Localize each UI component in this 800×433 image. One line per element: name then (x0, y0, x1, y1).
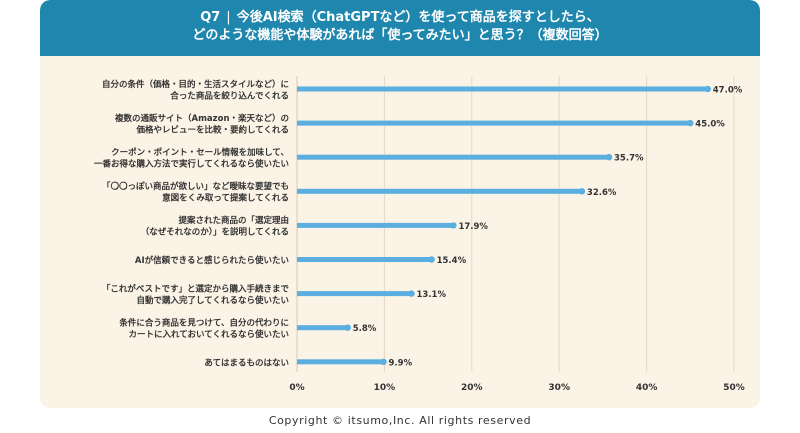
bar-endpoint (428, 256, 435, 263)
x-tick-label: 40% (636, 383, 658, 393)
bar-endpoint (605, 154, 613, 161)
bar (297, 188, 582, 194)
category-label: 自動で購入完了してくれるなら使いたい (137, 295, 290, 306)
category-label: クーポン・ポイント・セール情報を加味して、 (111, 147, 289, 158)
category-label: 自分の条件（価格・目的・生活スタイルなど）に (102, 79, 289, 90)
value-label: 17.9% (458, 222, 488, 232)
category-label: 一番お得な購入方法で実行してくれるなら使いたい (94, 158, 289, 169)
bar-endpoint (380, 358, 387, 365)
category-label: 「〇〇っぽい商品が欲しい」など曖昧な要望でも (102, 181, 289, 192)
category-label: 意図をくみ取って提案してくれる (162, 193, 289, 204)
value-label: 13.1% (416, 290, 446, 300)
bar-endpoint (687, 119, 694, 127)
value-label: 9.9% (389, 358, 413, 368)
value-label: 5.8% (353, 324, 377, 334)
question-title-line2: どのような機能や体験があれば「使ってみたい」と思う？（複数回答） (192, 28, 608, 43)
category-label: 複数の通販サイト（Amazon・楽天など）の (114, 113, 289, 124)
bar (297, 222, 454, 228)
bar-endpoint (408, 290, 415, 297)
bar (297, 154, 610, 160)
bar-endpoint (450, 222, 457, 229)
category-label: あてはまるものはない (204, 358, 289, 368)
value-label: 35.7% (614, 154, 644, 164)
x-tick-label: 10% (374, 383, 396, 393)
category-label: カートに入れておいてくれるなら使いたい (129, 329, 289, 340)
category-label: 条件に合う商品を見つけて、自分の代わりに (119, 317, 289, 328)
category-label: 価格やレビューを比較・要約してくれる (136, 124, 290, 135)
copyright-text: Copyright © itsumo,Inc. All rights reser… (268, 414, 532, 427)
question-title-line1: Q7 | 今後AI検索（ChatGPTなど）を使って商品を探すとしたら、 (40, 9, 760, 27)
x-tick-label: 50% (723, 383, 745, 393)
question-text-line1: 今後AI検索（ChatGPTなど）を使って商品を探すとしたら、 (236, 10, 600, 25)
bar (297, 359, 384, 365)
x-tick-label: 0% (289, 383, 304, 393)
bar (297, 257, 432, 262)
x-tick-label: 30% (548, 383, 570, 393)
category-label: （なぜそれなのか）」を説明してくれる (141, 227, 289, 238)
value-label: 45.0% (695, 120, 725, 130)
bar (297, 86, 708, 92)
question-separator: | (226, 10, 231, 25)
category-label: AIが信頼できると感じられたら使いたい (135, 255, 289, 266)
bar (297, 120, 691, 126)
category-label: 「これがベストです」と選定から購入手続きまで (102, 283, 290, 294)
category-label: 提案された商品の「選定理由 (178, 215, 289, 226)
question-number: Q7 (200, 10, 221, 25)
value-label: 15.4% (437, 256, 467, 266)
value-label: 32.6% (587, 188, 617, 198)
survey-card: Q7 | 今後AI検索（ChatGPTなど）を使って商品を探すとしたら、 どのような… (40, 0, 760, 408)
question-header: Q7 | 今後AI検索（ChatGPTなど）を使って商品を探すとしたら、 どのような… (40, 0, 760, 56)
bar (297, 291, 412, 297)
category-label: 合った商品を絞り込んでくれる (169, 90, 289, 101)
value-label: 47.0% (713, 86, 743, 96)
bar-endpoint (344, 324, 351, 331)
bar-endpoint (578, 188, 586, 195)
x-tick-label: 20% (461, 383, 483, 393)
bar (297, 325, 348, 331)
bar-endpoint (704, 85, 711, 93)
